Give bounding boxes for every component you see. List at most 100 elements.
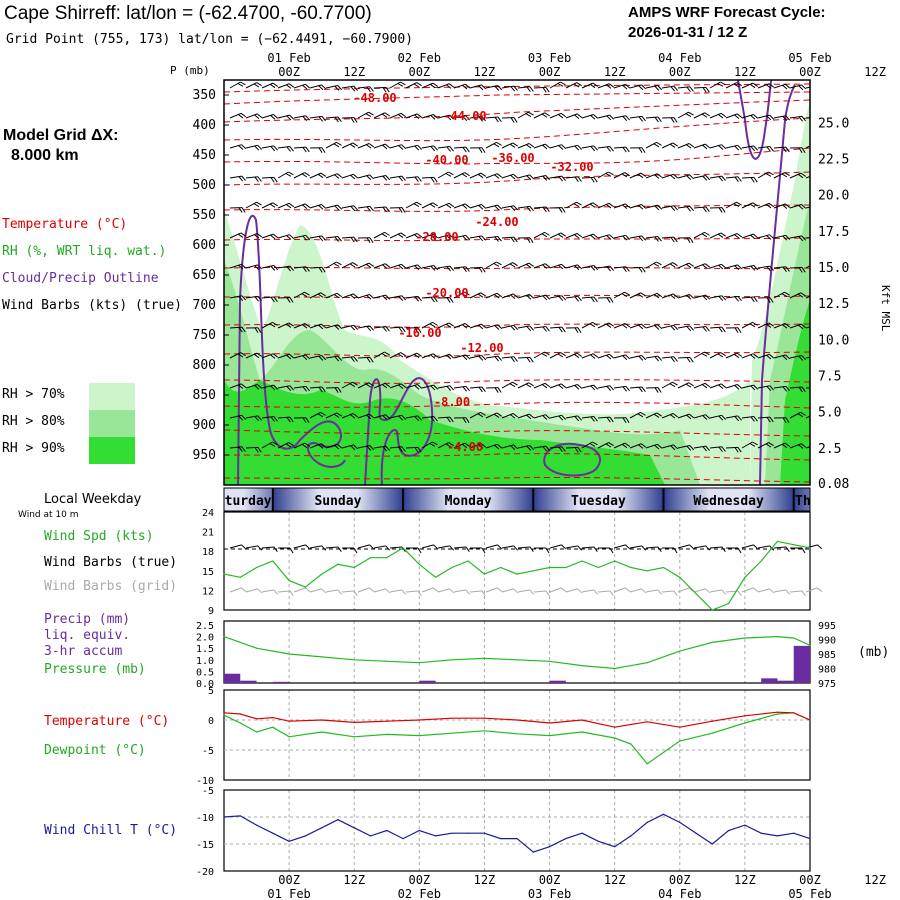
weekday-label: Local Weekday (44, 492, 142, 507)
wind-barb (389, 232, 406, 239)
wind-barb (453, 417, 470, 424)
dewpoint-line-point (776, 713, 779, 715)
wind-barb (485, 204, 503, 211)
weekday-name: Monday (445, 494, 492, 509)
wind-barb (229, 263, 247, 270)
wind-barb (325, 387, 342, 393)
surface-wind-barb (534, 547, 550, 554)
wind-barb (293, 385, 310, 392)
pressure-tick-right: 975 (818, 679, 836, 690)
wind-speed-line-point (304, 586, 306, 588)
wind-barb (549, 446, 566, 453)
temperature-contour-label: -44.00 (443, 109, 486, 123)
wind-barb (293, 83, 311, 90)
wind-barb (533, 86, 550, 93)
wind-speed-line-point (548, 566, 551, 569)
wind-barb (277, 202, 295, 209)
wind-barb (453, 323, 471, 329)
wind-speed-line-point (272, 560, 274, 562)
wind-barb (341, 293, 359, 299)
wind-barb (613, 234, 631, 241)
wind-chill-line-point (711, 843, 713, 845)
pressure-unit: (mb) (858, 645, 889, 660)
dewpoint-line-point (679, 740, 681, 742)
wind-barb (741, 384, 759, 391)
temperature-contour-label: -4.00 (447, 440, 483, 454)
grid-wind-barb (469, 590, 486, 596)
wind-barb (421, 265, 439, 271)
wind-barb (629, 235, 647, 242)
wind-chill-line-point (451, 832, 453, 834)
rh80-label: RH > 80% (2, 414, 65, 429)
wind-barb (741, 441, 758, 449)
wind-barb (277, 171, 294, 179)
model-grid-legend: Model Grid ΔX: 8.000 km (3, 126, 119, 166)
temperature-line-point (418, 719, 420, 721)
wind-barb (389, 383, 407, 389)
wind-barb (245, 233, 263, 239)
wind-barb (805, 173, 810, 179)
wind-barb (693, 112, 710, 119)
wind-barb (757, 353, 775, 360)
wind-barb (389, 144, 407, 150)
wind-barb (261, 441, 278, 449)
wind-barb (661, 262, 678, 269)
wind-barb (341, 413, 359, 419)
wind-barb (757, 442, 774, 449)
wind-barb (581, 384, 599, 391)
pressure-line-point (793, 637, 795, 639)
surface-wind-barb (726, 547, 742, 554)
pressure-line-point (809, 644, 811, 646)
wind-barb (421, 416, 438, 422)
wind-barb (565, 113, 583, 119)
wind-barb (677, 294, 695, 300)
wind-barb (357, 445, 375, 451)
wind-barb (277, 353, 295, 360)
wind-barb (325, 204, 343, 211)
grid-wind-barb (805, 587, 823, 593)
wind-barb (405, 446, 422, 453)
wind-barb (325, 173, 343, 179)
pressure-tick: 800 (193, 358, 216, 373)
wind-barb (405, 327, 422, 334)
wind-barb (453, 442, 471, 449)
wind-barb (629, 266, 646, 273)
pressure-line-point (321, 656, 323, 658)
wind-barb (661, 236, 678, 243)
wind-barb (485, 261, 502, 269)
date-label-bottom: 01 Feb (267, 887, 310, 900)
wind-barb (261, 265, 279, 271)
wind-barb (805, 412, 810, 419)
wind-chill-line-point (597, 840, 599, 842)
wind-barb (421, 114, 439, 120)
hour-label-top: 00Z (799, 65, 821, 79)
wind-barb (357, 294, 375, 300)
wind-barb (597, 322, 614, 329)
wind-barb (485, 324, 503, 330)
wind-barb (613, 115, 631, 121)
grid-wind-barb (309, 588, 327, 594)
wind-barb (741, 296, 758, 303)
wind-barb (645, 292, 663, 299)
wind-speed-line-point (532, 570, 534, 572)
wind-barb (501, 142, 518, 149)
wind-barb (693, 294, 711, 301)
wind-barb (373, 231, 390, 239)
temperature-line-point (288, 720, 290, 722)
surface-wind-barb (278, 547, 294, 554)
surface-wind-barb (581, 546, 598, 552)
wind-barb (613, 203, 631, 209)
precip-bar (549, 680, 566, 683)
precip-tick: 1.0 (196, 656, 214, 667)
date-label-top: 04 Feb (658, 51, 701, 65)
temperature-contour-label: -24.00 (475, 215, 518, 229)
wind-barb (677, 445, 695, 451)
wind-speed-line-point (255, 566, 258, 569)
hour-label-bottom: 00Z (669, 873, 691, 887)
pressure-tick: 350 (193, 88, 216, 103)
wind-barb (277, 234, 295, 240)
wind-barb (757, 416, 774, 423)
wind-barb (597, 114, 615, 121)
wind-barb (757, 322, 774, 329)
surface-wind-barb (421, 544, 439, 550)
